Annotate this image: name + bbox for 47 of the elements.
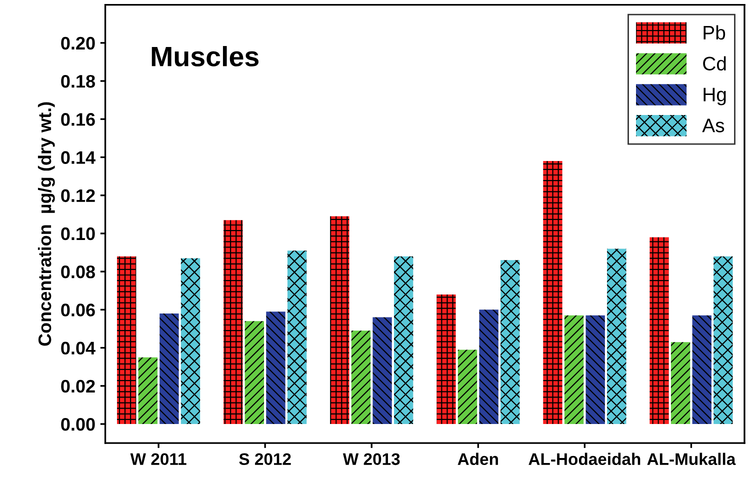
legend-label: Hg (704, 88, 726, 106)
bar (244, 321, 264, 424)
y-tick-label: 0.18 (61, 74, 96, 88)
y-tick-label: 0.04 (61, 342, 96, 355)
bar (607, 248, 626, 424)
x-tick-label: AL-Hodaeidah (528, 452, 640, 466)
bar (564, 315, 584, 424)
x-tick-label: W 2013 (342, 453, 400, 466)
bar (224, 220, 243, 424)
text: Muscles (152, 46, 259, 66)
bar (372, 317, 392, 424)
y-axis-title: Concentration µg/g (dry wt.) (38, 102, 55, 346)
bar (138, 357, 158, 424)
bar (500, 260, 520, 424)
y-tick-label: 0.10 (61, 227, 95, 240)
bar (351, 330, 371, 424)
bar (650, 237, 669, 424)
y-tick-label: 0.14 (61, 151, 96, 164)
bar (287, 250, 307, 424)
legend-label: Pb (704, 25, 726, 40)
bar (160, 313, 179, 424)
bar (714, 256, 733, 424)
y-tick-label: 0.20 (61, 36, 95, 50)
bar (394, 256, 414, 424)
bar (692, 315, 712, 424)
x-tick-label: Aden (458, 452, 498, 466)
y-tick-label: 0.12 (61, 189, 95, 202)
bar (543, 161, 562, 424)
y-tick-label: 0.08 (61, 266, 96, 278)
y-tick-label: 0.00 (61, 418, 95, 431)
bar (330, 216, 350, 424)
x-tick-label: W 2011 (130, 453, 186, 466)
y-tick-label: 0.16 (61, 113, 95, 126)
legend-label: As (702, 118, 724, 132)
bar (458, 350, 478, 424)
bar (479, 310, 498, 424)
bar (586, 315, 605, 424)
bar (266, 312, 286, 424)
bar (670, 342, 690, 424)
legend-label: Cd (703, 56, 726, 71)
bar (117, 256, 136, 424)
x-tick-label: AL-Mukalla (647, 452, 736, 466)
bar (436, 294, 456, 424)
bar (180, 258, 200, 424)
y-tick-label: 0.06 (61, 304, 95, 316)
y-tick-label: 0.02 (61, 380, 95, 393)
x-tick-label: S 2012 (239, 453, 291, 466)
